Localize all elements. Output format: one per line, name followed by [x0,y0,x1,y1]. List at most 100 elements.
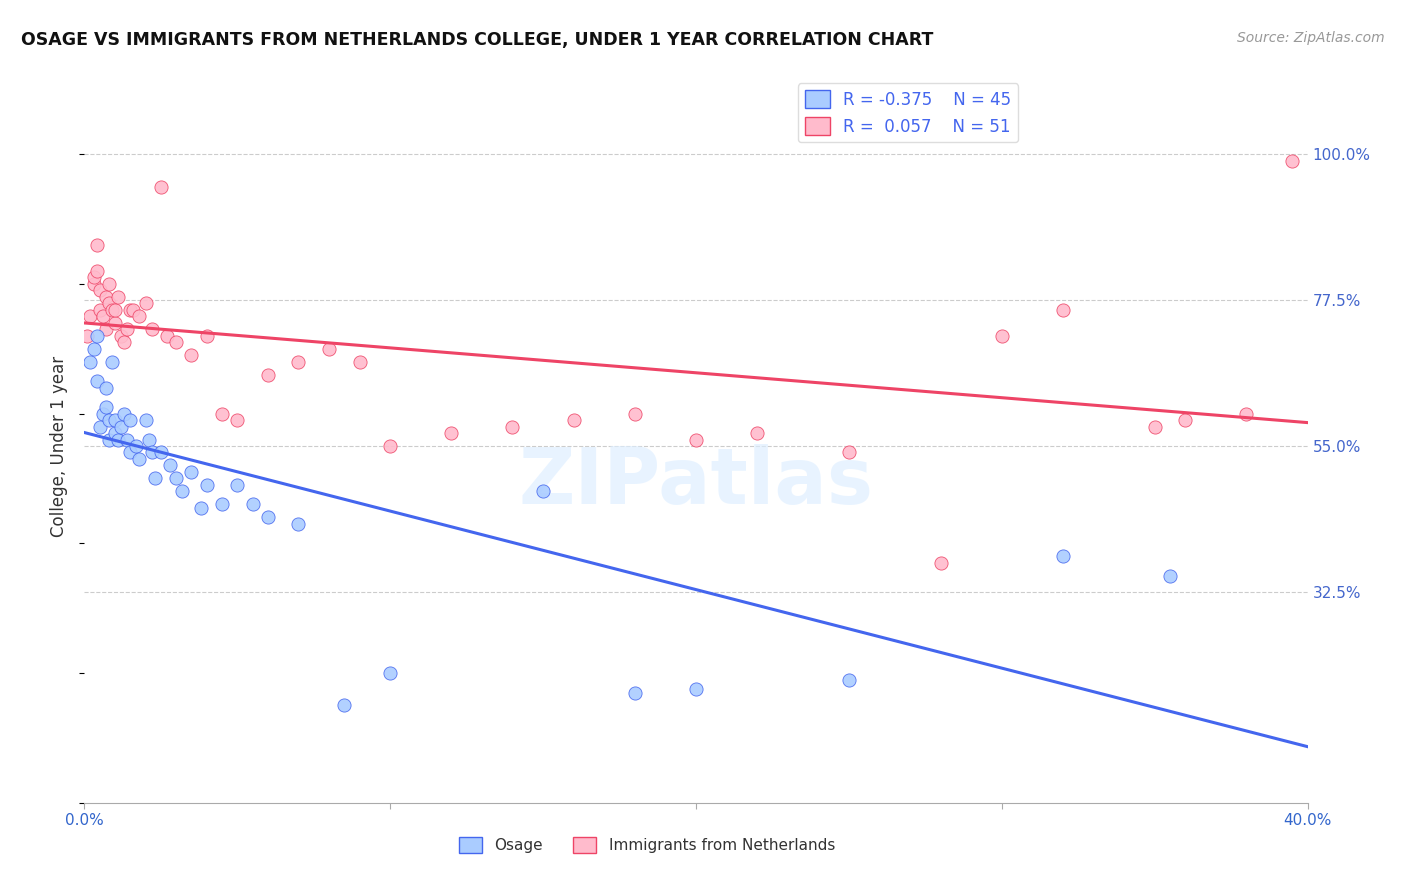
Point [531,484,554,499]
Point [104,425,127,440]
Point [1159,568,1181,582]
Point [135,413,157,427]
Point [104,413,127,427]
Point [159,458,181,473]
Point [115,433,138,447]
Point [190,500,212,515]
Y-axis label: College, Under 1 year: College, Under 1 year [51,355,69,537]
Point [685,682,707,697]
Point [257,368,280,382]
Point [94,400,117,414]
Point [120,445,142,459]
Point [86,238,108,252]
Point [91,407,114,421]
Point [79,354,101,368]
Point [226,478,249,492]
Point [104,302,127,317]
Point [195,478,218,492]
Point [1236,407,1258,421]
Point [747,425,769,440]
Point [110,419,132,434]
Point [135,296,157,310]
Point [211,407,233,421]
Point [1052,549,1074,564]
Point [86,328,108,343]
Point [112,335,135,350]
Point [107,433,129,447]
Point [110,328,132,343]
Point [211,497,233,511]
Point [333,698,356,713]
Point [101,302,124,317]
Point [380,666,402,681]
Point [83,277,105,291]
Point [83,342,105,356]
Point [380,439,402,453]
Point [115,322,138,336]
Legend: Osage, Immigrants from Netherlands: Osage, Immigrants from Netherlands [453,830,841,859]
Point [929,556,952,570]
Point [79,310,101,324]
Point [1052,302,1074,317]
Point [624,407,647,421]
Point [76,328,98,343]
Point [89,419,111,434]
Point [242,497,264,511]
Point [149,445,172,459]
Point [1143,419,1166,434]
Point [838,673,860,687]
Point [165,471,187,485]
Point [94,322,117,336]
Point [149,179,172,194]
Point [156,328,179,343]
Point [838,445,860,459]
Point [86,264,108,278]
Point [107,290,129,304]
Point [287,516,309,531]
Text: OSAGE VS IMMIGRANTS FROM NETHERLANDS COLLEGE, UNDER 1 YEAR CORRELATION CHART: OSAGE VS IMMIGRANTS FROM NETHERLANDS COL… [21,31,934,49]
Point [97,296,120,310]
Point [120,413,142,427]
Point [128,310,150,324]
Point [94,381,117,395]
Point [112,407,135,421]
Point [97,413,120,427]
Point [89,302,111,317]
Point [172,484,194,499]
Point [318,342,340,356]
Point [440,425,463,440]
Point [94,290,117,304]
Point [141,322,163,336]
Point [349,354,371,368]
Point [138,433,160,447]
Point [122,302,145,317]
Point [562,413,585,427]
Point [991,328,1014,343]
Point [128,452,150,467]
Text: Source: ZipAtlas.com: Source: ZipAtlas.com [1237,31,1385,45]
Point [685,433,707,447]
Point [89,283,111,297]
Point [91,310,114,324]
Point [141,445,163,459]
Point [502,419,524,434]
Point [195,328,218,343]
Point [180,348,202,362]
Point [143,471,166,485]
Point [97,433,120,447]
Point [120,302,142,317]
Point [86,374,108,388]
Point [257,510,280,524]
Point [83,270,105,285]
Point [165,335,187,350]
Point [125,439,148,453]
Point [1174,413,1197,427]
Text: ZIPatlas: ZIPatlas [519,443,873,520]
Point [101,354,124,368]
Point [624,685,647,699]
Point [1281,153,1303,168]
Point [180,465,202,479]
Point [287,354,309,368]
Point [226,413,249,427]
Point [97,277,120,291]
